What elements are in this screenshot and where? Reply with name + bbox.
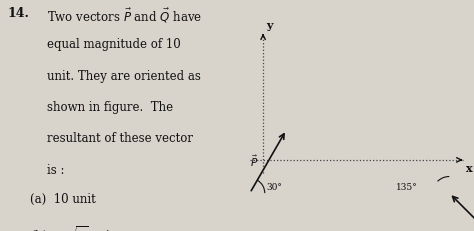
Text: 135°: 135° xyxy=(396,183,418,192)
Text: $\vec{P}$: $\vec{P}$ xyxy=(250,153,258,168)
Text: unit. They are oriented as: unit. They are oriented as xyxy=(47,69,201,82)
Text: equal magnitude of 10: equal magnitude of 10 xyxy=(47,38,181,51)
Text: y: y xyxy=(266,20,273,31)
Text: (b)  $10\sqrt{2}$ unit: (b) $10\sqrt{2}$ unit xyxy=(30,223,116,231)
Text: shown in figure.  The: shown in figure. The xyxy=(47,100,173,113)
Text: is :: is : xyxy=(47,163,65,176)
Text: resultant of these vector: resultant of these vector xyxy=(47,132,193,145)
Text: 30°: 30° xyxy=(266,183,283,192)
Text: (a)  10 unit: (a) 10 unit xyxy=(30,192,96,205)
Text: x: x xyxy=(466,162,473,173)
Text: Two vectors $\vec{P}$ and $\vec{Q}$ have: Two vectors $\vec{P}$ and $\vec{Q}$ have xyxy=(47,7,203,25)
Text: 14.: 14. xyxy=(7,7,29,20)
